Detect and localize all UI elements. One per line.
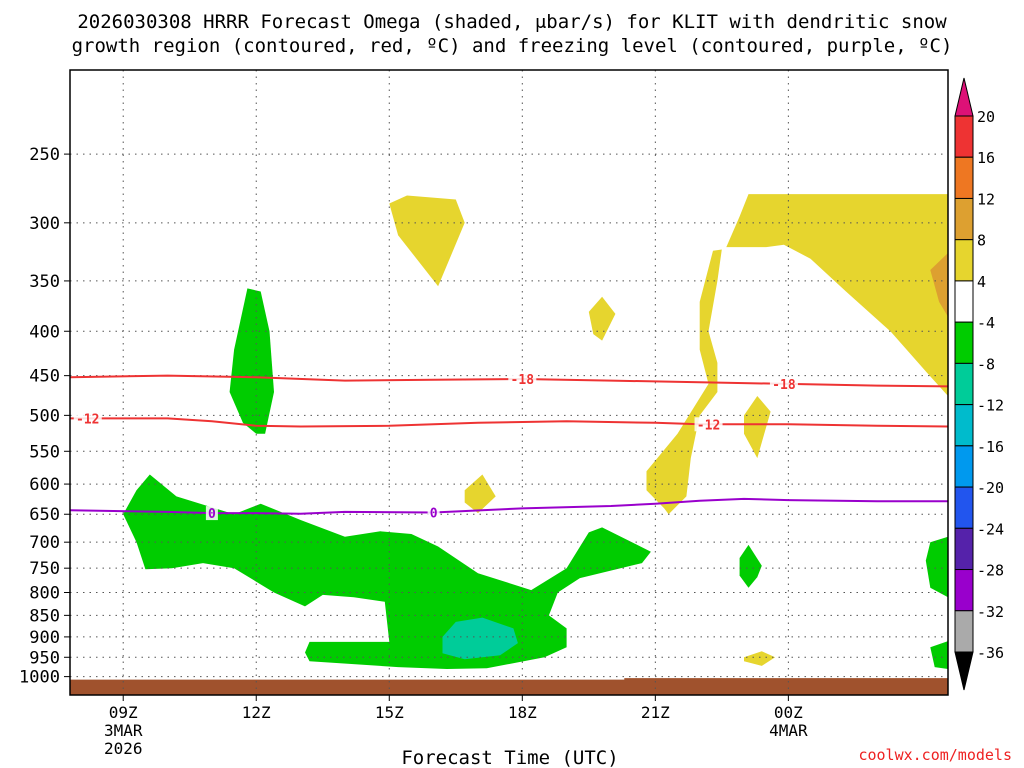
y-tick-label-400: 400	[29, 322, 60, 342]
dgz-upper-label-bg-0	[508, 371, 537, 386]
colorbar-segment-1	[954, 156, 974, 199]
descent-yellow-1	[389, 195, 465, 287]
temperature-contours: -18 -18 -12 -12 0 0	[69, 371, 949, 522]
descent-yellow-4	[744, 396, 771, 459]
y-tick-label-650: 650	[29, 505, 60, 525]
colorbar-segment-5	[954, 321, 974, 364]
y-tick-label-750: 750	[29, 559, 60, 579]
dgz-lower-label-0: -12	[76, 412, 99, 427]
descent-yellow-2	[588, 296, 616, 341]
descent-orange	[930, 253, 948, 317]
y-tick-label-850: 850	[29, 606, 60, 626]
x-tick-label-18Z: 18Z	[508, 703, 537, 722]
dgz-upper-label-1: -18	[772, 378, 796, 393]
descent-yellow-5	[744, 651, 776, 666]
colorbar-label-12: -32	[977, 603, 1004, 621]
y-tick-label-600: 600	[29, 475, 60, 495]
y-tick-label-250: 250	[29, 145, 60, 165]
chart-title-line1: 2026030308 HRRR Forecast Omega (shaded, …	[77, 11, 947, 33]
x-tick-date-00Z: 4MAR	[769, 721, 808, 740]
colorbar-label-7: -12	[977, 397, 1004, 415]
dgz-lower-label-1: -12	[697, 418, 720, 433]
colorbar-label-0: 20	[977, 108, 995, 126]
colorbar-label-2: 12	[977, 190, 995, 208]
colorbar-segment-6	[954, 362, 974, 406]
ascent-green-main	[123, 474, 651, 669]
x-tick-label-15Z: 15Z	[375, 703, 404, 722]
ascent-teal	[442, 617, 518, 660]
colorbar-label-9: -20	[977, 479, 1004, 497]
x-tick-date-09Z: 3MAR	[104, 721, 143, 740]
freezing-level-line	[69, 497, 948, 515]
ascent-green-1	[229, 288, 274, 434]
plot-area: -18 -18 -12 -12 0 0	[69, 69, 949, 696]
y-tick-label-500: 500	[29, 406, 60, 426]
colorbar-label-5: -4	[977, 314, 995, 332]
freezing-level-label-1: 0	[430, 507, 438, 522]
omega-shading	[123, 194, 948, 669]
colorbar-segment-8	[954, 445, 974, 488]
dgz-upper-label-bg-1	[769, 376, 798, 391]
x-tick-label-00Z: 00Z	[774, 703, 803, 722]
x-axis-label: Forecast Time (UTC)	[401, 747, 618, 768]
dgz-lower-line	[70, 417, 949, 428]
y-tick-label-300: 300	[29, 214, 60, 234]
colorbar-segment-bottom	[954, 651, 974, 691]
colorbar-segment-10	[954, 527, 974, 571]
x-tick-label-12Z: 12Z	[242, 703, 271, 722]
x-tick-label-09Z: 09Z	[109, 703, 138, 722]
x-tick-label-21Z: 21Z	[641, 703, 670, 722]
dgz-lower-label-bg-0	[73, 411, 102, 426]
ascent-green-right-2	[925, 536, 948, 598]
y-tick-label-550: 550	[29, 442, 60, 462]
colorbar-label-13: -36	[977, 644, 1004, 662]
y-tick-label-900: 900	[29, 628, 60, 648]
dgz-upper-label-0: -18	[511, 373, 535, 388]
descent-yellow-3	[464, 474, 496, 514]
chart-title-line2: growth region (contoured, red, ºC) and f…	[72, 35, 953, 57]
y-tick-label-1000: 1000	[19, 668, 60, 688]
colorbar-label-4: 4	[977, 273, 986, 291]
descent-yellow-top	[726, 194, 948, 396]
colorbar-label-10: -24	[977, 520, 1004, 538]
colorbar-label-11: -28	[977, 562, 1004, 580]
colorbar-segment-11	[954, 569, 974, 612]
colorbar-segment-7	[954, 404, 974, 447]
credit-link[interactable]: coolwx.com/models	[858, 746, 1012, 764]
y-tick-label-800: 800	[29, 584, 60, 604]
terrain-layer	[70, 678, 948, 695]
colorbar-segment-0	[954, 115, 974, 158]
y-tick-label-450: 450	[29, 367, 60, 387]
x-tick-year-09Z: 2026	[104, 739, 143, 758]
descent-yellow-main	[646, 249, 722, 515]
ascent-green-right-1	[739, 544, 762, 588]
pressure-axis: 2503003504004505005506006507007508008509…	[19, 145, 70, 688]
freezing-level-label-bg-0	[205, 506, 218, 521]
colorbar-label-3: 8	[977, 232, 986, 250]
ground-terrain	[70, 678, 948, 695]
ascent-green-right-3	[930, 641, 948, 669]
colorbar-label-8: -16	[977, 438, 1004, 456]
colorbar-label-1: 16	[977, 149, 995, 167]
y-tick-label-950: 950	[29, 648, 60, 668]
y-tick-label-350: 350	[29, 272, 60, 292]
y-tick-label-700: 700	[29, 533, 60, 553]
colorbar-segment-3	[954, 239, 974, 282]
colorbar: 20 16 12 8 4 -4 -8 -12 -16 -20 -24 -28 -32 -36	[954, 77, 1004, 691]
colorbar-segment-2	[954, 197, 974, 241]
colorbar-segment-4	[954, 280, 974, 323]
freezing-level-label-0: 0	[208, 507, 216, 522]
grid-lines	[70, 70, 948, 695]
freezing-level-label-bg-1	[427, 505, 440, 520]
plot-frame	[69, 69, 949, 696]
dgz-lower-label-bg-1	[694, 417, 723, 432]
colorbar-segment-top	[954, 77, 974, 117]
colorbar-label-6: -8	[977, 355, 995, 373]
colorbar-segment-9	[954, 486, 974, 529]
colorbar-segment-12	[954, 610, 974, 653]
